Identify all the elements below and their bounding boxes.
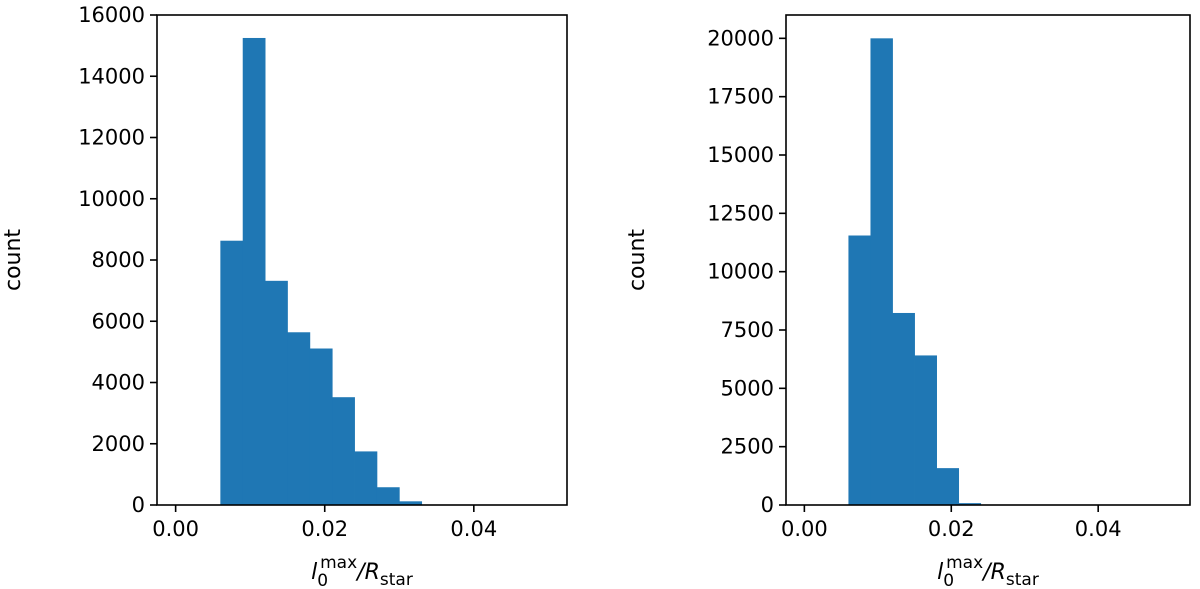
chart-right-ytick-label: 0 (761, 493, 774, 517)
chart-left-xtick-label: 0.04 (450, 517, 497, 541)
chart-left-ytick-label: 8000 (92, 248, 145, 272)
chart-left-frame (156, 14, 568, 506)
chart-right-ytick-label: 20000 (707, 26, 774, 50)
chart-right-ylabel: count (625, 229, 650, 291)
chart-left-ytick-label: 6000 (92, 309, 145, 333)
chart-left-ytick-label: 14000 (78, 64, 145, 88)
chart-right-xlabel: l0max/Rstar (937, 553, 1039, 589)
chart-left-bar (332, 397, 355, 505)
chart-right-ytick-label: 2500 (721, 435, 774, 459)
chart-right-bar (870, 38, 893, 505)
chart-left-bar (376, 487, 400, 505)
chart-right-ytick-label: 17500 (707, 85, 774, 109)
chart-left-ytick-label: 0 (132, 493, 145, 517)
chart-right-xtick-label: 0.02 (928, 517, 975, 541)
chart-right-ytick-label: 15000 (707, 143, 774, 167)
chart-left-bar (242, 37, 266, 505)
chart-left-ytick-label: 16000 (78, 3, 145, 27)
chart-right-ytick-label: 7500 (721, 318, 774, 342)
chart-right-bar (892, 312, 915, 505)
chart-left-bar (287, 332, 311, 505)
chart-right: 0 2500 5000 7500 10000 12500 15000 17500 20000 0… (625, 14, 1191, 589)
chart-right-bar (848, 235, 871, 505)
chart-right-ytick-label: 5000 (721, 376, 774, 400)
chart-left-bar (309, 348, 333, 505)
chart-right-xtick-label: 0.04 (1075, 517, 1122, 541)
chart-left-bar (354, 451, 378, 505)
chart-left-xlabel: l0max/Rstar (311, 553, 413, 589)
chart-left-bar (220, 240, 244, 505)
chart-left-bars (220, 37, 445, 505)
chart-left-bar (399, 501, 423, 505)
chart-left-ytick-label: 4000 (92, 371, 145, 395)
chart-right-bars (848, 38, 982, 505)
chart-right-xticks: 0.00 0.02 0.04 (781, 505, 1122, 541)
chart-left-ylabel: count (1, 229, 26, 291)
chart-left-xticks: 0.00 0.02 0.04 (152, 505, 497, 541)
chart-left-xtick-label: 0.00 (152, 517, 199, 541)
chart-right-ytick-label: 10000 (707, 260, 774, 284)
chart-right-yticks: 0 2500 5000 7500 10000 12500 15000 17500 20000 (707, 26, 786, 517)
chart-right-bar (958, 503, 982, 505)
chart-left-xtick-label: 0.02 (301, 517, 348, 541)
chart-left-ytick-label: 2000 (92, 432, 145, 456)
chart-left-ytick-label: 12000 (78, 126, 145, 150)
chart-left-ytick-label: 10000 (78, 187, 145, 211)
chart-right-ytick-label: 12500 (707, 201, 774, 225)
chart-right-frame (785, 14, 1191, 506)
chart-left-yticks: 0 2000 4000 6000 8000 10000 12000 14000 16000 (78, 3, 157, 517)
chart-right-bar (936, 468, 960, 505)
chart-left-bar (265, 280, 288, 505)
chart-left: 0 2000 4000 6000 8000 10000 12000 14000 16000 0.… (1, 3, 568, 589)
chart-right-bar (914, 355, 937, 505)
chart-right-xtick-label: 0.00 (781, 517, 828, 541)
